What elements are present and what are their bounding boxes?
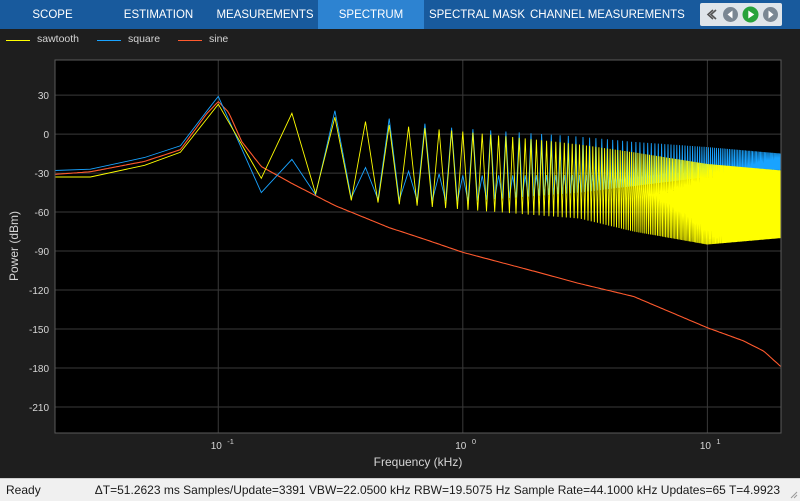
y-tick-label: 30 [38, 91, 50, 102]
step-forward-icon[interactable] [761, 5, 780, 24]
legend-swatch-square [97, 40, 121, 41]
x-tick-exponent: 1 [716, 437, 720, 446]
legend-item-sine[interactable]: sine [178, 31, 238, 48]
tab-measurements[interactable]: MEASUREMENTS [216, 9, 314, 21]
legend-label: sawtooth [37, 33, 80, 45]
series-line-sine [54, 100, 782, 368]
legend-swatch-sine [178, 40, 202, 41]
legend-label: square [128, 33, 161, 45]
legend-label: sine [209, 33, 229, 45]
legend-item-square[interactable]: square [97, 31, 167, 48]
plot-background [55, 60, 781, 433]
y-tick-label: -210 [29, 403, 49, 414]
y-tick-label: -90 [35, 247, 50, 258]
x-tick-label: 10 [211, 441, 223, 452]
y-tick-label: 0 [43, 130, 49, 141]
y-tick-label: -60 [35, 208, 50, 219]
status-bar: Ready ΔT=51.2623 ms Samples/Update=3391 … [0, 478, 800, 501]
legend-item-sawtooth[interactable]: sawtooth [6, 31, 86, 48]
tab-estimation[interactable]: ESTIMATION [123, 9, 194, 21]
simulation-controls [700, 3, 782, 26]
resize-grip-icon[interactable] [788, 489, 798, 499]
x-tick-exponent: -1 [227, 437, 234, 446]
x-tick-label: 10 [455, 441, 467, 452]
status-measurements: ΔT=51.2623 ms Samples/Update=3391 VBW=22… [94, 483, 780, 497]
collapse-icon[interactable] [702, 5, 721, 24]
spectrum-plot-area: 30 0 -30 -60 -90 -120 -150 -180 -210 10 -1 10 0 10 1 … [0, 50, 800, 478]
spectrum-chart[interactable]: 300-30-60-90-120-150-180-210 10 -1 10 0 10 1 … [0, 50, 800, 478]
run-icon[interactable] [741, 5, 760, 24]
y-axis-label: Power (dBm) [7, 211, 21, 281]
tab-spectrum[interactable]: SPECTRUM [318, 0, 424, 29]
series-line-sawtooth [55, 103, 782, 245]
legend: sawtooth square sine [0, 29, 800, 50]
toolstrip: SCOPE ESTIMATION MEASUREMENTS SPECTRUM S… [0, 0, 800, 29]
status-ready: Ready [6, 483, 41, 497]
y-tick-label: -150 [29, 325, 49, 336]
y-tick-label: -180 [29, 364, 49, 375]
y-tick-label: -120 [29, 286, 49, 297]
x-tick-label: 10 [700, 441, 712, 452]
tab-spectral-mask[interactable]: SPECTRAL MASK [428, 9, 526, 21]
tab-scope[interactable]: SCOPE [32, 9, 73, 21]
y-tick-label: -30 [35, 169, 50, 180]
legend-swatch-sawtooth [6, 40, 30, 41]
plot-border [54, 59, 782, 434]
step-back-icon[interactable] [721, 5, 740, 24]
x-axis-label: Frequency (kHz) [374, 455, 463, 469]
x-tick-exponent: 0 [472, 437, 476, 446]
tab-channel-measurements[interactable]: CHANNEL MEASUREMENTS [530, 9, 685, 21]
